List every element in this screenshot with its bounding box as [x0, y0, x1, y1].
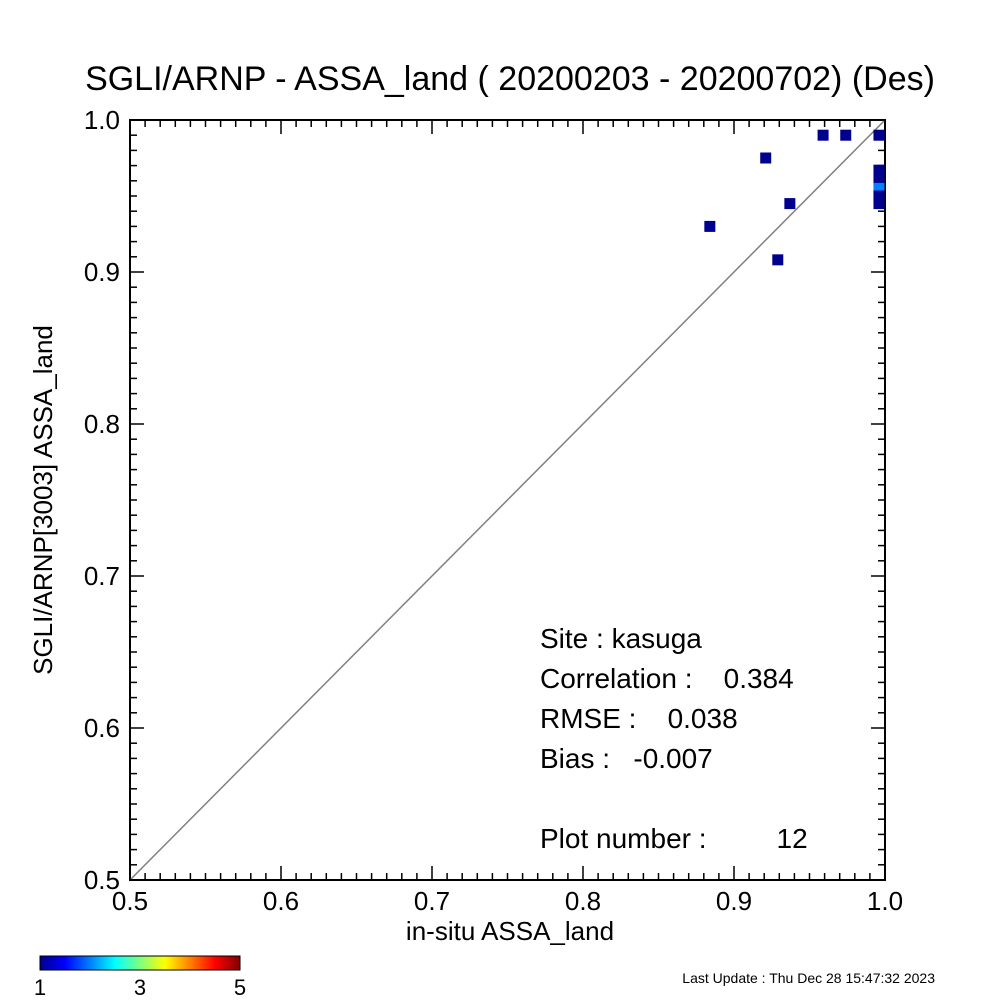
- data-point: [704, 220, 716, 232]
- stat-plot-number: Plot number : 12: [540, 823, 808, 854]
- x-tick-label: 0.8: [565, 886, 601, 916]
- stat-site: Site : kasuga: [540, 623, 702, 654]
- colorbar-gradient: [39, 955, 241, 971]
- chart-title: SGLI/ARNP - ASSA_land ( 20200203 - 20200…: [85, 60, 935, 98]
- stat-correlation: Correlation : 0.384: [540, 663, 794, 694]
- x-tick-label: 0.7: [414, 886, 450, 916]
- data-point: [873, 190, 885, 202]
- data-point: [873, 173, 885, 185]
- data-point: [873, 129, 885, 141]
- x-axis-label: in-situ ASSA_land: [406, 916, 614, 946]
- x-tick-label: 0.9: [716, 886, 752, 916]
- data-points: [704, 129, 885, 266]
- x-tick-label: 1.0: [867, 886, 903, 916]
- y-tick-label: 0.8: [84, 409, 120, 439]
- y-axis-label: SGLI/ARNP[3003] ASSA_land: [28, 325, 58, 675]
- colorbar-label: 3: [134, 975, 146, 1000]
- data-point: [784, 198, 796, 210]
- data-point: [873, 182, 885, 194]
- colorbar-labels: 1 3 5: [34, 975, 246, 1000]
- y-tick-label: 0.5: [84, 865, 120, 895]
- colorbar-label: 5: [234, 975, 246, 1000]
- x-tick-labels: 0.5 0.6 0.7 0.8 0.9 1.0: [112, 886, 903, 916]
- data-point: [817, 129, 829, 141]
- x-tick-label: 0.6: [263, 886, 299, 916]
- y-tick-label: 1.0: [84, 105, 120, 135]
- data-point: [760, 152, 772, 164]
- y-tick-label: 0.6: [84, 713, 120, 743]
- y-tick-label: 0.9: [84, 257, 120, 287]
- data-point: [772, 254, 784, 266]
- one-to-one-line: [129, 119, 886, 881]
- data-point: [840, 129, 852, 141]
- colorbar: 1 3 5: [34, 955, 246, 1000]
- x-tick-label: 0.5: [112, 886, 148, 916]
- colorbar-label: 1: [34, 975, 46, 1000]
- minor-ticks: [129, 119, 886, 881]
- data-point: [873, 198, 885, 210]
- y-tick-labels: 0.5 0.6 0.7 0.8 0.9 1.0: [84, 105, 120, 895]
- plot-area: 0.5 0.6 0.7 0.8 0.9 1.0 0.5 0.6 0.7 0.8 0.9 1.0: [84, 105, 903, 916]
- data-point: [873, 164, 885, 176]
- y-tick-label: 0.7: [84, 561, 120, 591]
- last-update: Last Update : Thu Dec 28 15:47:32 2023: [682, 970, 935, 986]
- stats-panel: Site : kasuga Correlation : 0.384 RMSE :…: [540, 623, 808, 854]
- stat-bias: Bias : -0.007: [540, 743, 713, 774]
- stat-rmse: RMSE : 0.038: [540, 703, 738, 734]
